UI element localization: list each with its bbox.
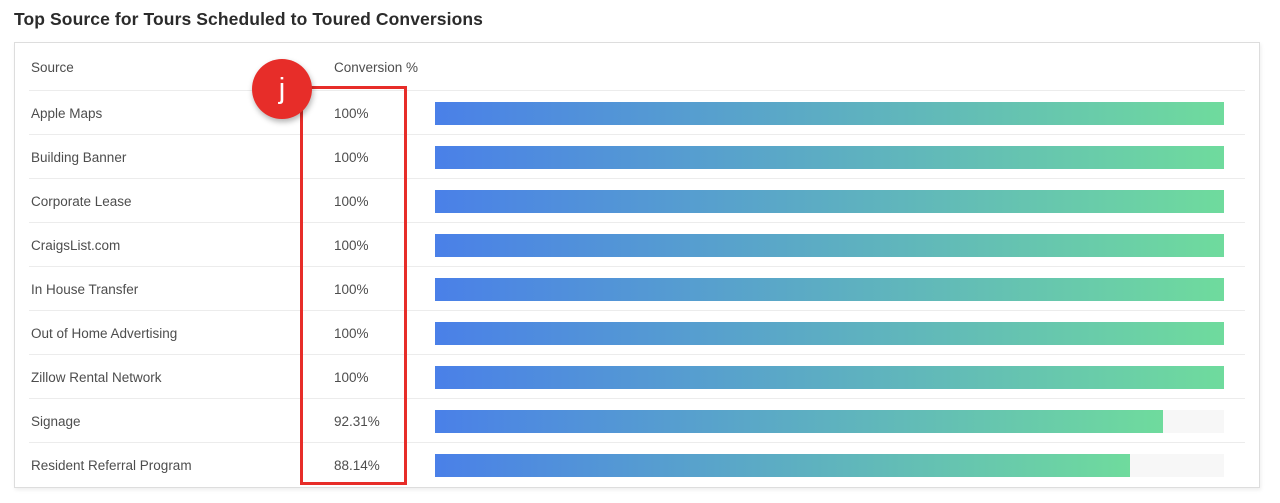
conversion-bar-track bbox=[435, 277, 1224, 301]
table-row: Signage 92.31% bbox=[15, 399, 1259, 443]
conversion-bar-track bbox=[435, 101, 1224, 125]
conversion-bar-fill bbox=[435, 233, 1224, 257]
conversion-value: 100% bbox=[334, 193, 369, 209]
table-row: Apple Maps 100% bbox=[15, 91, 1259, 135]
table-row: In House Transfer 100% bbox=[15, 267, 1259, 311]
conversion-value: 88.14% bbox=[334, 457, 380, 473]
conversion-bar-fill bbox=[435, 409, 1164, 433]
column-header-source: Source bbox=[31, 59, 74, 75]
source-label: Signage bbox=[31, 413, 81, 429]
conversion-bar-fill bbox=[435, 365, 1224, 389]
conversion-value: 100% bbox=[334, 237, 369, 253]
conversion-bar-fill bbox=[435, 321, 1224, 345]
table-row: CraigsList.com 100% bbox=[15, 223, 1259, 267]
conversion-value: 100% bbox=[334, 369, 369, 385]
column-header-conversion: Conversion % bbox=[334, 59, 419, 75]
conversion-value: 100% bbox=[334, 325, 369, 341]
table-row: Resident Referral Program 88.14% bbox=[15, 443, 1259, 487]
conversion-bar-fill bbox=[435, 189, 1224, 213]
conversion-bar-track bbox=[435, 145, 1224, 169]
conversion-value: 100% bbox=[334, 105, 369, 121]
table-row: Building Banner 100% bbox=[15, 135, 1259, 179]
source-label: Resident Referral Program bbox=[31, 457, 192, 473]
source-label: CraigsList.com bbox=[31, 237, 121, 253]
source-label: Zillow Rental Network bbox=[31, 369, 162, 385]
annotation-marker: j bbox=[252, 59, 312, 119]
page-title: Top Source for Tours Scheduled to Toured… bbox=[14, 9, 483, 29]
conversion-bar-fill bbox=[435, 101, 1224, 125]
source-label: Apple Maps bbox=[31, 105, 103, 121]
table-row: Out of Home Advertising 100% bbox=[15, 311, 1259, 355]
conversion-bar-track bbox=[435, 409, 1224, 433]
source-label: Building Banner bbox=[31, 149, 127, 165]
table-row: Corporate Lease 100% bbox=[15, 179, 1259, 223]
conversion-bar-track bbox=[435, 189, 1224, 213]
conversion-value: 92.31% bbox=[334, 413, 380, 429]
conversion-value: 100% bbox=[334, 281, 369, 297]
conversion-bar-fill bbox=[435, 453, 1131, 477]
conversion-bar-track bbox=[435, 453, 1224, 477]
source-label: Out of Home Advertising bbox=[31, 325, 178, 341]
conversions-report-card: Source Conversion % Apple Maps 100% Buil… bbox=[14, 42, 1260, 488]
table-row: Zillow Rental Network 100% bbox=[15, 355, 1259, 399]
conversion-value: 100% bbox=[334, 149, 369, 165]
conversion-bar-track bbox=[435, 233, 1224, 257]
source-label: Corporate Lease bbox=[31, 193, 132, 209]
table-body: Apple Maps 100% Building Banner 100% Cor… bbox=[15, 91, 1259, 487]
conversion-bar-fill bbox=[435, 277, 1224, 301]
conversion-bar-track bbox=[435, 365, 1224, 389]
annotation-marker-label: j bbox=[278, 72, 286, 105]
conversion-bar-fill bbox=[435, 145, 1224, 169]
source-label: In House Transfer bbox=[31, 281, 139, 297]
conversion-bar-track bbox=[435, 321, 1224, 345]
table-header: Source Conversion % bbox=[15, 43, 1259, 91]
